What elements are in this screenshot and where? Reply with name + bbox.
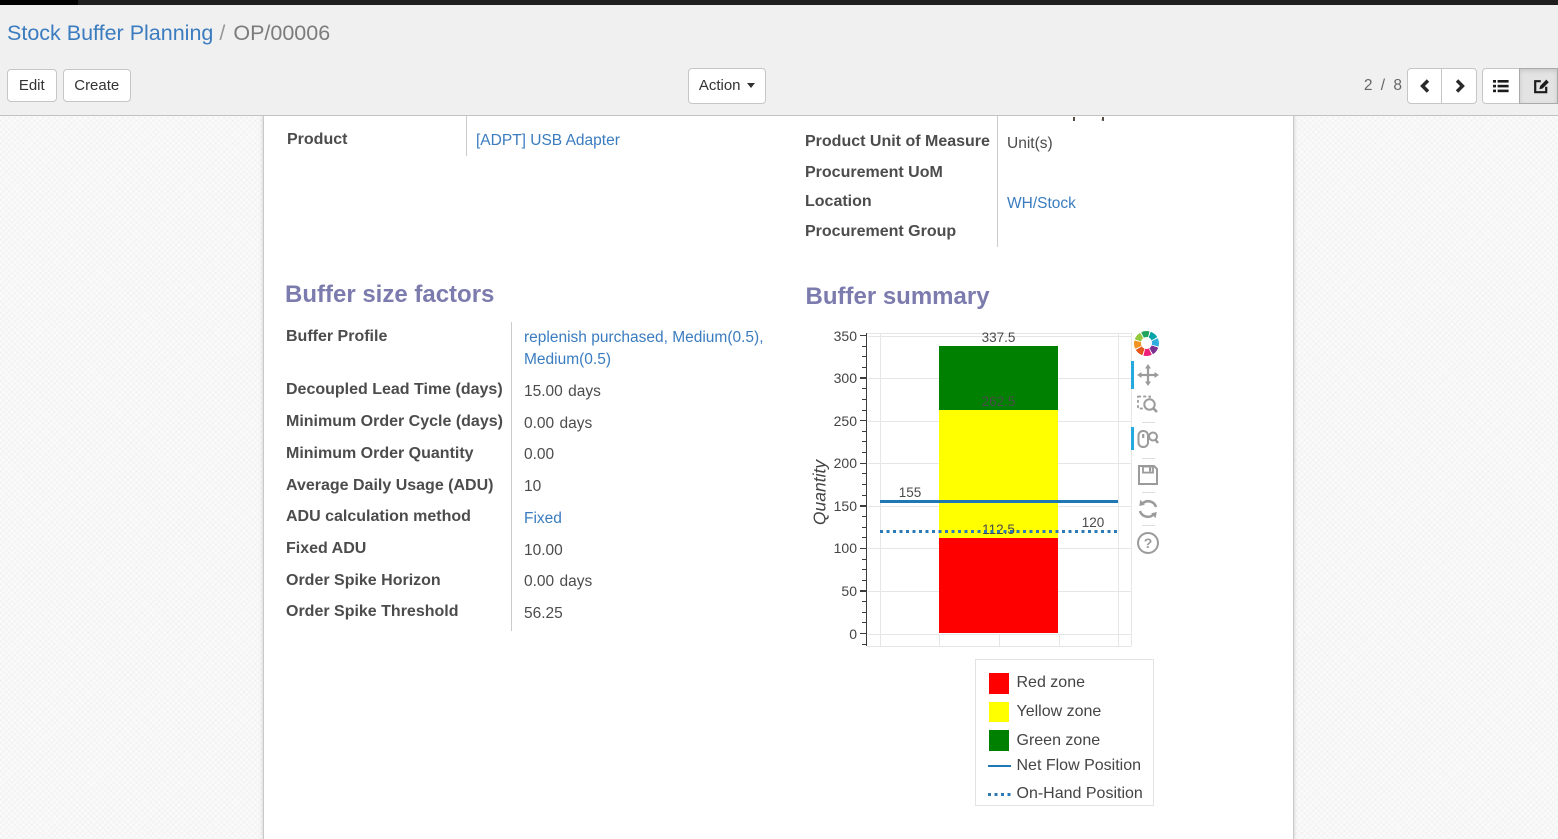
svg-text:?: ? xyxy=(1143,535,1152,551)
